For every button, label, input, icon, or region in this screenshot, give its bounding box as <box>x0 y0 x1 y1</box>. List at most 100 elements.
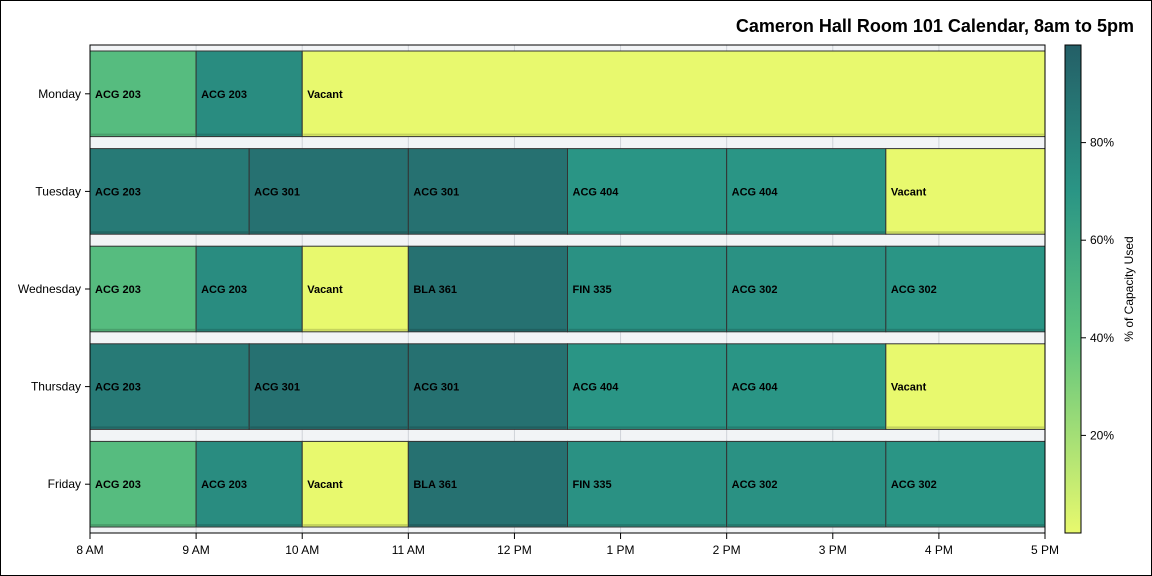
block-label: ACG 301 <box>254 382 300 394</box>
colorbar-tick-label: 60% <box>1090 233 1114 247</box>
schedule-block <box>89 50 197 138</box>
colorbar-title: % of Capacity Used <box>1122 236 1136 341</box>
block-label: ACG 203 <box>201 479 247 491</box>
schedule-block <box>407 440 569 528</box>
schedule-block <box>567 245 728 333</box>
block-shadow <box>197 133 302 136</box>
schedule-block <box>567 148 728 235</box>
block-label: ACG 404 <box>573 186 620 198</box>
block-label: ACG 203 <box>201 89 247 101</box>
schedule-block <box>301 245 409 333</box>
x-tick-label: 12 PM <box>497 543 532 557</box>
block-label: FIN 335 <box>573 479 612 491</box>
block-label: ACG 302 <box>891 284 937 296</box>
block-shadow <box>568 328 726 331</box>
y-tick-label: Friday <box>48 477 81 491</box>
block-shadow <box>727 524 885 526</box>
block-label: ACG 203 <box>95 382 141 394</box>
block-label: Vacant <box>307 89 343 101</box>
block-label: ACG 302 <box>732 479 778 491</box>
block-shadow <box>409 426 567 429</box>
schedule-block <box>885 440 1046 528</box>
schedule-block <box>89 343 250 430</box>
y-tick-label: Monday <box>38 87 81 101</box>
x-tick-label: 1 PM <box>607 543 635 557</box>
block-label: ACG 302 <box>732 284 778 296</box>
x-tick-label: 5 PM <box>1031 543 1059 557</box>
block-label: ACG 301 <box>413 382 459 394</box>
x-tick-label: 8 AM <box>76 543 103 557</box>
schedule-block <box>89 440 197 528</box>
block-shadow <box>91 231 249 234</box>
x-tick-label: 2 PM <box>713 543 741 557</box>
y-tick-label: Wednesday <box>18 282 81 296</box>
block-shadow <box>197 524 302 526</box>
schedule-block <box>885 343 1046 430</box>
block-shadow <box>303 133 1044 136</box>
colorbar-tick-label: 20% <box>1090 428 1114 442</box>
schedule-block <box>195 245 303 333</box>
block-shadow <box>886 524 1044 526</box>
plot-area: ACG 203 ACG 203 Vacant Monday ACG 203 ACG 301… <box>18 44 1059 557</box>
block-label: ACG 203 <box>95 89 141 101</box>
schedule-block <box>885 148 1046 235</box>
x-tick-label: 10 AM <box>285 543 319 557</box>
block-shadow <box>250 426 408 429</box>
block-label: Vacant <box>891 382 927 394</box>
y-tick-label: Thursday <box>31 380 81 394</box>
block-shadow <box>250 231 408 234</box>
block-label: ACG 301 <box>413 186 459 198</box>
schedule-block <box>89 245 197 333</box>
block-shadow <box>886 328 1044 331</box>
schedule-block <box>567 343 728 430</box>
schedule-block <box>301 440 409 528</box>
block-shadow <box>197 328 302 331</box>
block-label: ACG 404 <box>732 186 779 198</box>
plot-border <box>89 44 1046 534</box>
schedule-block <box>726 440 887 528</box>
block-label: ACG 203 <box>201 284 247 296</box>
block-shadow <box>568 231 726 234</box>
block-shadow <box>886 426 1044 429</box>
colorbar-tick-label: 40% <box>1090 331 1114 345</box>
block-label: BLA 361 <box>413 284 457 296</box>
schedule-block <box>726 343 887 430</box>
block-shadow <box>409 231 567 234</box>
block-shadow <box>91 133 196 136</box>
colorbar: % of Capacity Used 20% 40% 60% 80% <box>1064 44 1136 534</box>
block-shadow <box>409 328 567 331</box>
schedule-block <box>407 343 569 430</box>
block-label: FIN 335 <box>573 284 612 296</box>
block-shadow <box>727 231 885 234</box>
chart-title: Cameron Hall Room 101 Calendar, 8am to 5… <box>736 16 1134 36</box>
block-label: BLA 361 <box>413 479 457 491</box>
x-tick-label: 11 AM <box>392 543 425 557</box>
block-label: ACG 203 <box>95 479 141 491</box>
schedule-block <box>726 148 887 235</box>
block-label: ACG 404 <box>732 382 779 394</box>
block-shadow <box>727 328 885 331</box>
schedule-block <box>301 50 1046 138</box>
schedule-block <box>407 148 569 235</box>
schedule-block <box>248 148 409 235</box>
schedule-block <box>248 343 409 430</box>
block-label: ACG 302 <box>891 479 937 491</box>
block-shadow <box>303 328 408 331</box>
colorbar-gradient <box>1064 44 1082 534</box>
block-shadow <box>568 524 726 526</box>
block-label: ACG 301 <box>254 186 300 198</box>
x-tick-label: 3 PM <box>819 543 847 557</box>
block-shadow <box>727 426 885 429</box>
block-shadow <box>91 328 196 331</box>
block-shadow <box>91 426 249 429</box>
block-label: ACG 203 <box>95 186 141 198</box>
y-tick-label: Tuesday <box>35 184 81 198</box>
block-label: ACG 404 <box>573 382 620 394</box>
block-shadow <box>886 231 1044 234</box>
schedule-block <box>567 440 728 528</box>
block-label: Vacant <box>891 186 927 198</box>
schedule-block <box>195 50 303 138</box>
schedule-block <box>407 245 569 333</box>
block-label: ACG 203 <box>95 284 141 296</box>
